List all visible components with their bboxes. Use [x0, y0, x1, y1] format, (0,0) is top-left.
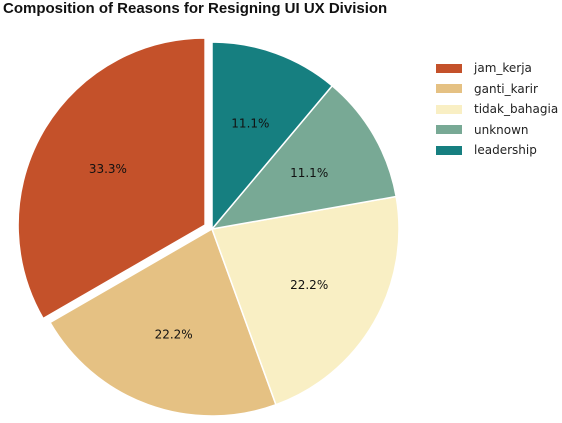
legend-label: leadership	[474, 143, 537, 158]
legend-item-tidak-bahagia: tidak_bahagia	[436, 99, 558, 120]
legend-label: ganti_karir	[474, 81, 538, 96]
legend-swatch	[436, 145, 462, 155]
legend-item-leadership: leadership	[436, 140, 558, 161]
pie-slice-leadership	[211, 41, 333, 230]
chart-title: Composition of Reasons for Resigning UI …	[3, 0, 388, 17]
legend-item-unknown: unknown	[436, 120, 558, 141]
legend-item-jam-kerja: jam_kerja	[436, 58, 558, 79]
legend-swatch	[436, 84, 462, 94]
slice-label-leadership: 11.1%	[231, 117, 269, 131]
legend-swatch	[436, 104, 462, 114]
legend-label: unknown	[474, 122, 529, 137]
legend-label: tidak_bahagia	[474, 102, 559, 117]
pie-slice-jam-kerja	[17, 37, 206, 320]
pie-slice-ganti-karir	[49, 228, 277, 417]
legend-item-ganti-karir: ganti_karir	[436, 79, 558, 100]
slice-label-ganti-karir: 22.2%	[155, 327, 193, 341]
legend-swatch	[436, 63, 462, 73]
pie-slice-unknown	[211, 84, 397, 230]
slice-label-unknown: 11.1%	[290, 166, 328, 180]
legend-swatch	[436, 125, 462, 135]
pie-slice-tidak-bahagia	[211, 195, 400, 406]
slice-label-tidak-bahagia: 22.2%	[290, 278, 328, 292]
slice-label-jam-kerja: 33.3%	[89, 162, 127, 176]
legend-label: jam_kerja	[474, 61, 532, 76]
